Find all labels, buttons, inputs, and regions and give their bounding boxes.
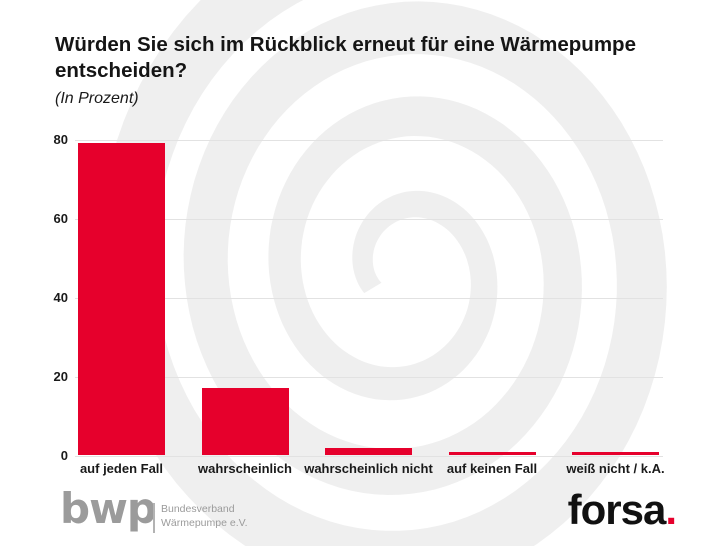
bar-wahrscheinlich-nicht (325, 447, 412, 456)
y-tick-label-60: 60 (53, 210, 68, 226)
y-tick-label-20: 20 (53, 368, 68, 384)
bwp-org-line1: Bundesverband (161, 503, 235, 515)
y-tick-label-0: 0 (60, 447, 68, 463)
x-label-wahrscheinlich-nicht: wahrscheinlich nicht (304, 461, 433, 476)
bwp-org-name: Bundesverband Wärmepumpe e.V. (161, 503, 248, 530)
forsa-logo: forsa. (567, 486, 677, 534)
gridline-20 (75, 376, 663, 378)
x-label-wahrscheinlich: wahrscheinlich (198, 461, 292, 476)
gridline-60 (75, 218, 663, 220)
gridline-40 (75, 297, 663, 299)
bar-auf-jeden-fall (78, 143, 165, 456)
bwp-logo-divider (153, 503, 155, 533)
bwp-org-line2: Wärmepumpe e.V. (161, 516, 248, 529)
x-label-auf-keinen-fall: auf keinen Fall (446, 461, 538, 476)
gridline-0 (75, 455, 663, 457)
forsa-logo-dot: . (665, 486, 677, 533)
chart-subtitle: (In Prozent) (55, 90, 139, 107)
gridline-80 (75, 139, 663, 141)
x-label-auf-jeden-fall: auf jeden Fall (79, 461, 164, 476)
bwp-logo-wordmark: bwp (60, 484, 157, 533)
x-label-wei-nicht-k-a: weiß nicht / k.A. (566, 461, 665, 476)
bar-wahrscheinlich (201, 388, 289, 456)
bar-wei-nicht-k-a (572, 451, 659, 456)
bar-auf-keinen-fall (448, 451, 536, 456)
forsa-logo-wordmark: forsa (567, 486, 667, 533)
chart-title: Würden Sie sich im Rückblick erneut für … (55, 33, 636, 82)
y-tick-label-40: 40 (53, 289, 68, 305)
y-tick-label-80: 80 (53, 131, 68, 147)
